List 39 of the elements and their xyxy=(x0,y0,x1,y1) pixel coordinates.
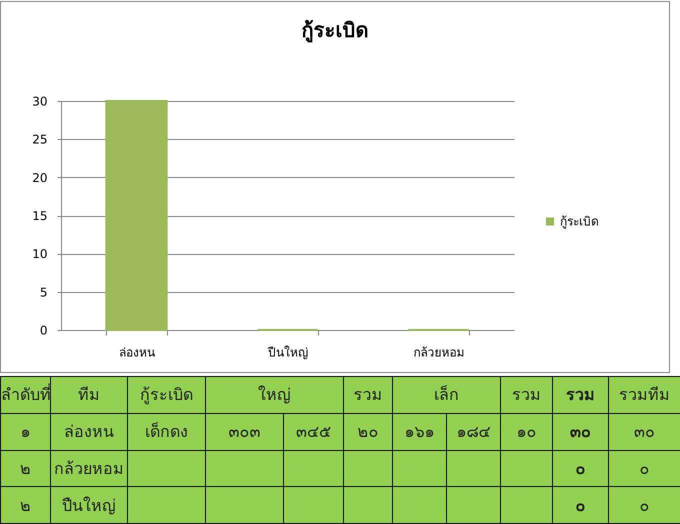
text: ๒๐ xyxy=(358,422,378,442)
category-label: เล็ก xyxy=(392,376,500,414)
y-tick-label: 15 xyxy=(32,209,48,223)
x-tick-label: ปืนใหญ่ xyxy=(267,346,308,360)
category-label: รวม xyxy=(552,376,608,414)
y-tick-label: 10 xyxy=(32,247,48,262)
text: เด็กดง xyxy=(145,422,188,442)
text: ปืนใหญ่ xyxy=(62,496,116,515)
text: ๑ xyxy=(20,422,30,442)
category-label: รวมทีม xyxy=(608,376,680,414)
x-tick-label: ล่องหน xyxy=(119,346,155,360)
y-tick-label: 30 xyxy=(32,94,48,108)
text: ๐ xyxy=(640,496,650,515)
text: ๐ xyxy=(640,458,650,478)
text: ๓๐ xyxy=(634,422,655,442)
text: กล้วยหอม xyxy=(54,458,124,478)
text: ๒ xyxy=(20,458,31,478)
text: ๒ xyxy=(20,496,31,515)
text: ล่องหน xyxy=(64,422,114,442)
text: ๐ xyxy=(576,496,586,515)
legend-label: กู้ระเบิด xyxy=(560,214,599,230)
text: ๐ xyxy=(576,458,586,478)
text: ๑๐ xyxy=(516,422,536,442)
text: ๑๘๔ xyxy=(456,422,490,442)
chart-title: กู้ระเบิด xyxy=(302,18,368,44)
category-label: กู้ระเบิด xyxy=(128,376,206,414)
y-tick-label: 25 xyxy=(32,132,48,147)
y-tick-label: 20 xyxy=(32,170,48,185)
text: ๓๐๓ xyxy=(228,422,260,442)
text: ๓๔๕ xyxy=(296,422,331,442)
category-label: ใหญ่ xyxy=(206,376,344,414)
text: ๑๖๑ xyxy=(404,422,434,442)
category-label: รวม xyxy=(344,376,392,414)
category-label: รวม xyxy=(500,376,552,414)
y-tick-label: 0 xyxy=(40,324,48,338)
y-tick-label: 5 xyxy=(40,285,48,300)
text: ๓๐ xyxy=(570,422,591,442)
category-label: ทีม xyxy=(50,376,128,414)
x-tick-label: กล้วยหอม xyxy=(414,346,464,360)
